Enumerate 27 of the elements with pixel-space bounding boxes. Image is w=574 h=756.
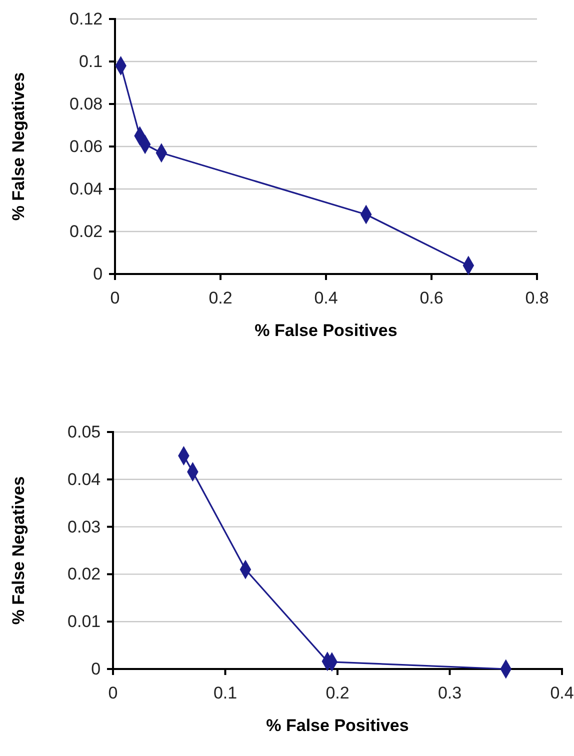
x-tick-label: 0.2 bbox=[208, 288, 232, 308]
x-tick-label: 0.2 bbox=[326, 683, 350, 702]
y-tick-label: 0.03 bbox=[68, 517, 101, 536]
y-tick-label: 0.06 bbox=[70, 136, 103, 156]
y-tick-label: 0.1 bbox=[78, 52, 103, 71]
x-axis-title: % False Positives bbox=[254, 321, 398, 340]
y-tick-label: 0.04 bbox=[68, 470, 101, 489]
x-tick-label: 0.4 bbox=[550, 683, 574, 702]
x-axis-title: % False Positives bbox=[266, 716, 409, 735]
x-tick-label: 0.4 bbox=[314, 288, 338, 308]
y-axis-title: % False Negatives bbox=[9, 476, 28, 625]
y-tick-label: 0.02 bbox=[70, 222, 103, 241]
y-axis-title: % False Negatives bbox=[9, 72, 28, 221]
x-tick-label: 0 bbox=[108, 683, 118, 702]
y-tick-label: 0.02 bbox=[68, 564, 101, 584]
x-tick-label: 0 bbox=[110, 288, 120, 308]
y-tick-label: 0 bbox=[93, 264, 103, 284]
x-tick-label: 0.1 bbox=[213, 683, 238, 702]
y-tick-label: 0.04 bbox=[70, 179, 103, 198]
y-tick-label: 0.12 bbox=[70, 9, 103, 28]
y-tick-label: 0.01 bbox=[68, 612, 101, 632]
y-tick-label: 0.05 bbox=[68, 422, 101, 442]
y-tick-label: 0.08 bbox=[70, 94, 103, 114]
x-tick-label: 0.8 bbox=[525, 288, 549, 308]
x-tick-label: 0.3 bbox=[438, 683, 462, 702]
y-tick-label: 0 bbox=[91, 659, 101, 678]
x-tick-label: 0.6 bbox=[420, 288, 444, 308]
